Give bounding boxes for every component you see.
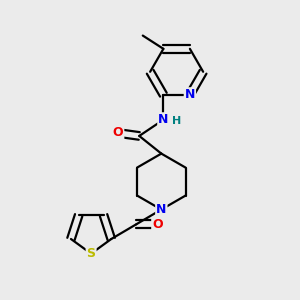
Text: H: H [172,116,181,126]
Text: N: N [156,203,166,216]
Text: S: S [87,247,96,260]
Text: N: N [185,88,195,101]
Text: N: N [158,113,169,126]
Text: O: O [113,127,123,140]
Text: O: O [152,218,163,231]
